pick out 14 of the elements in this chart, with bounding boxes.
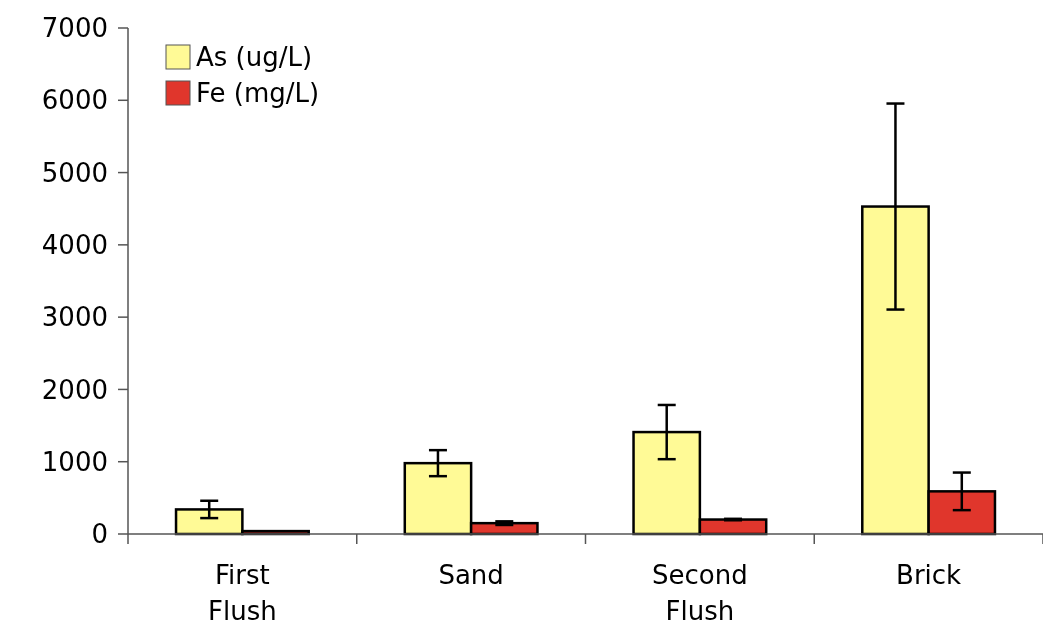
y-tick-label: 5000 <box>41 157 108 188</box>
x-tick-label: First Flush <box>208 560 277 626</box>
x-tick-label: Brick <box>896 560 962 590</box>
x-tick-label: Sand <box>438 560 504 590</box>
y-tick-label: 4000 <box>41 229 108 260</box>
y-tick-label: 0 <box>91 519 108 550</box>
y-tick-label: 1000 <box>41 446 108 477</box>
y-tick-label: 7000 <box>41 13 108 44</box>
legend-label: As (ug/L) <box>196 42 313 73</box>
legend-label: Fe (mg/L) <box>196 78 320 109</box>
x-tick-label: Second Flush <box>652 560 748 626</box>
y-tick-label: 2000 <box>41 374 108 405</box>
y-tick-label: 3000 <box>41 302 108 333</box>
y-tick-label: 6000 <box>41 85 108 116</box>
